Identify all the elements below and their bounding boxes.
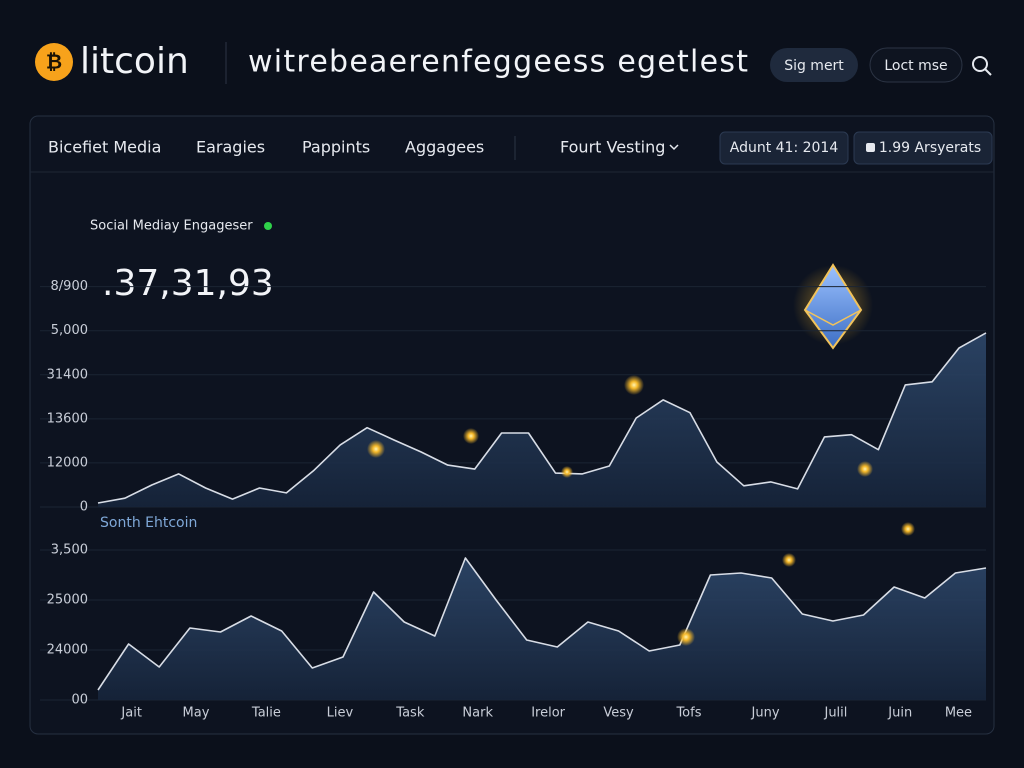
y-tick-label: 31400 — [47, 367, 88, 382]
x-tick-label: Vesy — [603, 706, 634, 721]
tab[interactable]: Pappints — [302, 138, 370, 157]
badge[interactable] — [853, 131, 993, 165]
y-tick-label: 5,000 — [51, 323, 88, 338]
line — [97, 332, 987, 504]
x-tick-label: Juin — [887, 706, 912, 721]
y-tick-label: 13600 — [47, 411, 88, 426]
area — [98, 332, 986, 507]
badge-label[interactable]: Adunt 41: 2014 — [730, 140, 839, 156]
button[interactable] — [869, 47, 963, 83]
y-tick-label: 3,500 — [51, 543, 88, 558]
y-tick-label: 12000 — [47, 455, 88, 470]
y-tick-label: 24000 — [47, 643, 88, 658]
badge-label[interactable]: 1.99 Arsyerats — [879, 140, 981, 156]
x-tick-label: Tofs — [675, 706, 701, 721]
headline-value: .37,31,93 — [102, 263, 274, 304]
chart-title: Sonth Ehtcoin — [100, 515, 197, 531]
x-tick-label: Mee — [945, 706, 972, 721]
button-label[interactable]: Loct mse — [884, 58, 947, 74]
x-tick-label: Jait — [120, 706, 142, 721]
x-tick-label: Nark — [462, 706, 493, 721]
x-tick-label: Task — [395, 706, 425, 721]
x-tick-label: May — [183, 706, 210, 721]
y-tick-label: 00 — [71, 693, 88, 708]
logo-glyph: ₿ — [46, 50, 62, 74]
tab[interactable]: Bicefiet Media — [48, 138, 161, 157]
eth-icon — [793, 263, 873, 350]
badge-icon — [866, 143, 875, 152]
dropdown[interactable]: Fourt Vesting — [560, 138, 665, 157]
glow-dots — [367, 375, 915, 646]
button[interactable] — [770, 48, 858, 82]
chart-title: Social Mediay Engageser — [90, 219, 253, 234]
logo-icon — [35, 43, 73, 81]
x-tick-label: Irelor — [531, 706, 565, 721]
x-tick-label: Juny — [751, 706, 780, 721]
badge[interactable] — [719, 131, 849, 165]
area — [98, 558, 986, 700]
y-tick-label: 0 — [80, 500, 88, 515]
tab[interactable]: Earagies — [196, 138, 265, 157]
search-icon[interactable] — [972, 56, 988, 72]
x-tick-label: Talie — [251, 706, 281, 721]
search-icon-handle — [984, 68, 992, 76]
line — [97, 557, 987, 691]
tab[interactable]: Aggagees — [405, 138, 484, 157]
x-tick-label: Liev — [327, 706, 354, 721]
button-label[interactable]: Sig mert — [784, 58, 844, 74]
logo-text: litcoin — [80, 41, 189, 82]
dropdown-caret — [669, 144, 679, 151]
x-tick-label: Julil — [823, 706, 847, 721]
y-tick-label: 25000 — [47, 593, 88, 608]
header-title: witrebeaerenfeggeess egetlest — [248, 45, 748, 80]
status-dot — [264, 222, 272, 230]
y-tick-label: 8/900 — [51, 279, 88, 294]
